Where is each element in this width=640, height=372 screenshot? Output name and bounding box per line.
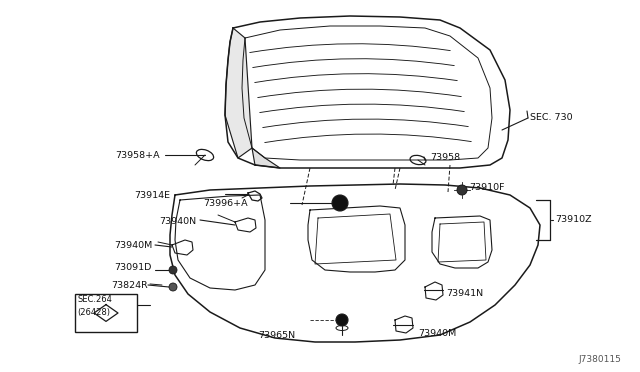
Text: J7380115: J7380115 xyxy=(578,356,621,365)
Circle shape xyxy=(332,195,348,211)
Text: 73940M: 73940M xyxy=(114,241,152,250)
Text: 73996+A: 73996+A xyxy=(204,199,248,208)
Text: (26428): (26428) xyxy=(77,308,110,317)
Text: 73958+A: 73958+A xyxy=(115,151,160,160)
Text: 73910F: 73910F xyxy=(469,183,504,192)
Text: 73941N: 73941N xyxy=(446,289,483,298)
Text: 73914E: 73914E xyxy=(134,190,170,199)
Text: 73824R: 73824R xyxy=(111,280,148,289)
Text: 73091D: 73091D xyxy=(115,263,152,273)
Circle shape xyxy=(169,266,177,274)
Text: 73958: 73958 xyxy=(430,153,460,161)
Text: 73940N: 73940N xyxy=(159,218,196,227)
Circle shape xyxy=(169,283,177,291)
Bar xyxy=(75,294,137,332)
Text: SEC. 730: SEC. 730 xyxy=(530,113,573,122)
Text: 73965N: 73965N xyxy=(258,331,295,340)
Text: 73940M: 73940M xyxy=(418,328,456,337)
Text: SEC.264: SEC.264 xyxy=(77,295,112,305)
Polygon shape xyxy=(225,28,252,158)
Circle shape xyxy=(336,314,348,326)
Circle shape xyxy=(457,185,467,195)
Text: 73910Z: 73910Z xyxy=(555,215,591,224)
Polygon shape xyxy=(252,148,280,168)
